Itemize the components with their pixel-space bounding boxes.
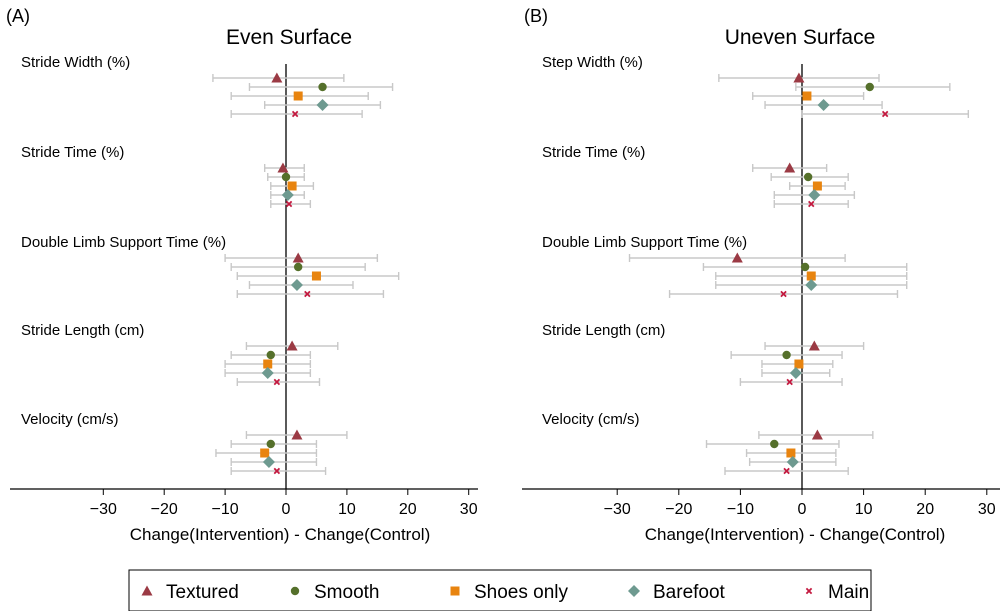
legend-marker-shoes — [450, 586, 460, 596]
x-tick-label: 30 — [978, 501, 996, 518]
group-label: Stride Time (%) — [542, 144, 645, 161]
legend-label-smooth: Smooth — [314, 582, 379, 603]
estimate-point-barefoot — [789, 367, 802, 379]
estimate-point-barefoot — [316, 99, 329, 111]
x-tick-label: 0 — [798, 501, 807, 518]
legend-marker-smooth — [290, 586, 300, 596]
estimate-point-main — [808, 200, 815, 208]
estimate-point-barefoot — [281, 189, 294, 201]
x-tick-label: 20 — [916, 501, 934, 518]
x-axis-label-b: Change(Intervention) - Change(Control) — [645, 525, 946, 544]
group-label: Stride Length (cm) — [542, 322, 665, 339]
x-tick-label: 30 — [460, 501, 478, 518]
x-tick-label: −10 — [212, 501, 239, 518]
estimate-point-smooth — [865, 82, 874, 92]
estimate-point-barefoot — [805, 279, 818, 291]
estimate-point-barefoot — [808, 189, 821, 201]
estimate-point-smooth — [266, 439, 275, 449]
x-axis-label-a: Change(Intervention) - Change(Control) — [130, 525, 431, 544]
estimate-point-textured — [286, 340, 298, 351]
x-tick-label: −30 — [90, 501, 117, 518]
estimate-point-textured — [811, 429, 823, 440]
legend: Textured Smooth Shoes only Barefoot Main — [128, 569, 872, 611]
group-label: Double Limb Support Time (%) — [21, 234, 226, 251]
estimate-point-shoes — [794, 359, 804, 369]
estimate-point-shoes — [293, 91, 303, 101]
plot-area-a: −30 −20 −10 0 10 20 30 Stride Width (%) Stride T… — [10, 54, 478, 518]
estimate-point-textured — [292, 252, 304, 263]
x-tick-label: 10 — [338, 501, 356, 518]
panel-uneven-surface: (B) Uneven Surface −30 −20 −10 0 10 20 30 Step … — [522, 6, 1000, 544]
x-tick-label: −10 — [727, 501, 754, 518]
estimate-point-barefoot — [261, 367, 274, 379]
estimate-point-shoes — [263, 359, 273, 369]
estimate-point-textured — [784, 162, 796, 173]
panel-label-b: (B) — [524, 6, 548, 26]
estimate-point-main — [273, 378, 281, 386]
group-label: Stride Width (%) — [21, 54, 130, 71]
estimate-point-barefoot — [817, 99, 830, 111]
plot-area-b: −30 −20 −10 0 10 20 30 Step Width (%) Stride Tim… — [522, 54, 1000, 518]
estimate-point-shoes — [260, 448, 270, 458]
estimate-point-textured — [808, 340, 820, 351]
legend-label-textured: Textured — [166, 582, 239, 603]
estimate-point-main — [285, 200, 293, 208]
legend-label-main: Main — [828, 582, 869, 603]
panel-even-surface: (A) Even Surface −30 −20 −10 0 10 20 30 Stride … — [6, 6, 478, 544]
estimate-point-shoes — [311, 271, 321, 281]
group-label: Velocity (cm/s) — [21, 411, 119, 428]
panel-title-b: Uneven Surface — [725, 26, 876, 49]
estimate-point-smooth — [281, 172, 291, 182]
x-tick-label: 10 — [855, 501, 873, 518]
estimate-point-barefoot — [262, 456, 275, 468]
estimate-point-main — [780, 290, 787, 298]
estimate-point-shoes — [812, 181, 822, 191]
estimate-point-barefoot — [290, 279, 303, 291]
panel-title-a: Even Surface — [226, 26, 352, 49]
estimate-point-main — [881, 110, 889, 118]
group-label: Double Limb Support Time (%) — [542, 234, 747, 251]
legend-label-shoes: Shoes only — [474, 582, 569, 603]
estimate-point-shoes — [802, 91, 812, 101]
x-tick-label: −30 — [604, 501, 631, 518]
estimate-point-textured — [291, 429, 303, 440]
estimate-point-smooth — [293, 262, 303, 272]
estimate-point-textured — [731, 252, 743, 263]
legend-box — [128, 569, 872, 611]
estimate-point-smooth — [770, 439, 779, 449]
x-tick-label: −20 — [151, 501, 178, 518]
estimate-point-smooth — [782, 350, 791, 360]
group-label: Stride Length (cm) — [21, 322, 144, 339]
estimate-point-main — [304, 290, 311, 298]
estimate-point-main — [783, 467, 790, 475]
x-tick-label: −20 — [665, 501, 692, 518]
estimate-point-smooth — [800, 262, 810, 272]
x-tick-label: 20 — [399, 501, 417, 518]
legend-marker-barefoot — [628, 585, 640, 597]
estimate-point-main — [273, 467, 281, 475]
panel-label-a: (A) — [6, 6, 30, 26]
estimate-point-shoes — [806, 271, 816, 281]
legend-marker-textured — [141, 585, 153, 596]
estimate-point-main — [786, 378, 793, 386]
legend-label-barefoot: Barefoot — [653, 582, 726, 603]
estimate-point-barefoot — [786, 456, 799, 468]
estimate-point-textured — [277, 162, 289, 173]
group-label: Velocity (cm/s) — [542, 411, 640, 428]
estimate-point-smooth — [803, 172, 813, 182]
x-tick-label: 0 — [282, 501, 291, 518]
estimate-point-textured — [271, 72, 283, 83]
estimate-point-main — [291, 110, 299, 118]
estimate-point-textured — [793, 72, 805, 83]
estimate-point-smooth — [318, 82, 327, 92]
estimate-point-smooth — [266, 350, 275, 360]
legend-marker-main — [805, 587, 813, 595]
estimate-point-shoes — [786, 448, 796, 458]
group-label: Step Width (%) — [542, 54, 643, 71]
group-label: Stride Time (%) — [21, 144, 124, 161]
estimate-point-shoes — [287, 181, 297, 191]
